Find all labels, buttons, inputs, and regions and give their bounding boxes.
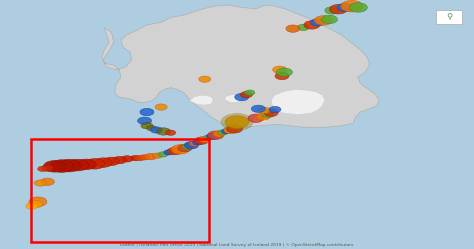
Circle shape (251, 105, 265, 113)
Circle shape (269, 106, 281, 113)
Circle shape (156, 128, 171, 135)
Circle shape (341, 0, 363, 12)
Circle shape (85, 159, 105, 169)
Circle shape (213, 131, 225, 137)
Circle shape (273, 66, 287, 73)
Circle shape (103, 157, 119, 166)
Circle shape (182, 143, 194, 150)
Circle shape (158, 152, 168, 157)
Circle shape (221, 114, 253, 130)
Circle shape (112, 156, 127, 164)
Circle shape (245, 90, 255, 95)
Circle shape (248, 114, 264, 123)
Circle shape (203, 135, 214, 140)
Circle shape (164, 150, 174, 155)
Circle shape (37, 166, 48, 172)
Circle shape (225, 116, 249, 128)
Circle shape (189, 141, 200, 146)
Circle shape (167, 147, 182, 155)
Circle shape (325, 7, 339, 14)
Circle shape (258, 107, 271, 114)
Circle shape (76, 159, 96, 170)
Circle shape (140, 108, 154, 116)
Circle shape (208, 131, 224, 139)
Circle shape (349, 3, 367, 12)
Circle shape (221, 128, 232, 134)
Circle shape (150, 127, 163, 133)
Circle shape (41, 165, 54, 171)
Text: ⚲: ⚲ (447, 12, 452, 21)
Circle shape (50, 160, 73, 172)
Circle shape (194, 137, 209, 144)
Circle shape (165, 130, 176, 135)
Circle shape (275, 72, 289, 80)
Circle shape (329, 4, 347, 14)
Circle shape (145, 153, 157, 160)
Polygon shape (271, 90, 325, 115)
Circle shape (171, 145, 189, 154)
Polygon shape (225, 95, 242, 103)
Circle shape (28, 200, 43, 208)
Circle shape (206, 133, 219, 140)
Circle shape (276, 68, 292, 76)
Polygon shape (102, 5, 379, 128)
Circle shape (218, 130, 228, 135)
Circle shape (314, 16, 332, 25)
Circle shape (262, 111, 274, 118)
Circle shape (139, 155, 150, 160)
Text: Leaflet | Icelandic Met Office 2019 | National Land Survey of Iceland 2019 | © O: Leaflet | Icelandic Met Office 2019 | Na… (120, 243, 354, 247)
Circle shape (304, 21, 320, 29)
Circle shape (199, 136, 211, 143)
Circle shape (152, 153, 163, 158)
Circle shape (26, 203, 38, 209)
Circle shape (121, 156, 133, 162)
Circle shape (67, 159, 89, 171)
Circle shape (235, 93, 249, 101)
Circle shape (146, 125, 157, 131)
Circle shape (94, 158, 112, 167)
Circle shape (310, 19, 325, 26)
Circle shape (44, 161, 65, 172)
Circle shape (227, 124, 243, 133)
Circle shape (224, 126, 238, 134)
Circle shape (141, 123, 153, 129)
Circle shape (264, 109, 278, 117)
Circle shape (256, 113, 270, 120)
Circle shape (240, 91, 253, 98)
Circle shape (155, 104, 167, 110)
Polygon shape (254, 116, 268, 123)
Circle shape (29, 197, 47, 206)
Circle shape (184, 141, 199, 149)
Circle shape (137, 117, 152, 124)
Circle shape (286, 25, 300, 32)
Circle shape (57, 159, 81, 172)
Circle shape (192, 140, 203, 145)
FancyBboxPatch shape (436, 10, 462, 24)
Circle shape (178, 144, 192, 152)
Circle shape (40, 178, 55, 186)
Polygon shape (190, 95, 213, 105)
Circle shape (337, 3, 353, 12)
Circle shape (34, 180, 46, 186)
Circle shape (135, 155, 145, 161)
Circle shape (199, 76, 211, 82)
Circle shape (130, 155, 140, 161)
Circle shape (321, 15, 337, 24)
Bar (31, 139, 209, 242)
Circle shape (297, 24, 310, 31)
